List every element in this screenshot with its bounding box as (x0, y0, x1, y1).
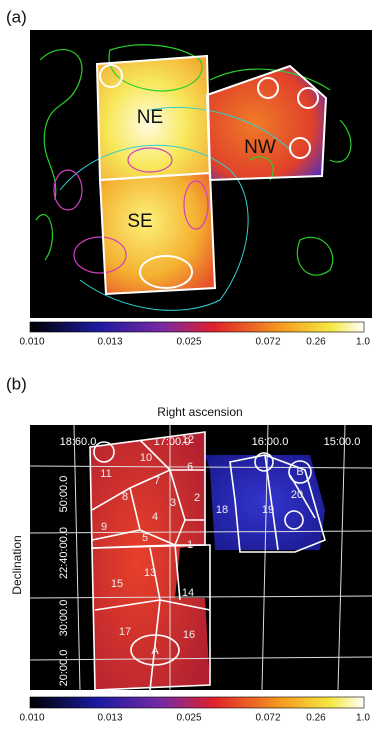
region-label: 8 (122, 491, 128, 503)
colorbar-tick-label: 0.010 (19, 713, 44, 724)
region-label: 9 (101, 521, 107, 533)
region-label: NW (244, 137, 276, 158)
axis-title: Right ascension (157, 405, 242, 419)
region-label: 6 (187, 461, 193, 473)
region-label: 2 (194, 492, 200, 504)
region-label: 7 (154, 475, 160, 487)
region-label: 20 (291, 489, 303, 501)
region-label: 3 (170, 497, 176, 509)
se-field (100, 173, 215, 294)
red-field (90, 432, 210, 690)
colorbar-tick-label: 0.26 (306, 337, 326, 348)
region-label: 15 (111, 578, 123, 590)
colorbar-tick-label: 0.072 (255, 337, 280, 348)
region-label: 4 (152, 511, 158, 523)
colorbar-tick-label: 1.0 (356, 337, 370, 348)
region-label: 19 (262, 504, 274, 516)
region-label: 16 (183, 629, 195, 641)
panel-label: (a) (6, 7, 27, 26)
colorbar-tick-label: 0.025 (176, 337, 201, 348)
region-label: 10 (140, 452, 152, 464)
region-label: B (296, 466, 303, 478)
blue-field (205, 455, 325, 550)
ra-tick-label: 18:60.0 (60, 436, 97, 448)
region-label: NE (137, 107, 163, 128)
colorbar (29, 321, 365, 333)
ra-tick-label: 15:00.0 (324, 436, 361, 448)
nw-field (207, 66, 326, 180)
colorbar-tick-label: 0.26 (306, 713, 326, 724)
region-label: 5 (142, 532, 148, 544)
field-outlines (95, 54, 328, 296)
region-label: SE (127, 211, 152, 232)
colorbar-tick-label: 0.025 (176, 713, 201, 724)
ra-tick-label: 17:00.0 (154, 436, 191, 448)
dec-tick-label: 20:00.0 (58, 650, 70, 687)
colorbar-tick-label: 0.013 (97, 337, 122, 348)
region-label: 12 (182, 434, 194, 446)
contours-cyan (59, 106, 291, 311)
region-outlines (89, 431, 326, 691)
colorbar-tick-label: 0.072 (255, 713, 280, 724)
panel-label: (b) (6, 374, 27, 393)
dec-tick-label: 30:00.0 (58, 600, 70, 637)
region-label: A (151, 645, 159, 657)
region-label: 17 (119, 626, 131, 638)
dec-tick-label: 50:00.0 (58, 476, 70, 513)
region-label: 1 (187, 539, 193, 551)
colorbar-tick-label: 0.010 (19, 337, 44, 348)
region-label: 11 (100, 468, 111, 480)
axis-title: Declination (10, 535, 24, 594)
contours-magenta (53, 147, 209, 274)
region-label: 13 (144, 567, 156, 579)
ra-tick-label: 16:00.0 (252, 436, 289, 448)
contours-green (35, 44, 352, 276)
region-label: 14 (182, 587, 194, 599)
dec-tick-label: 22:40:00.0 (58, 527, 70, 579)
colorbar-tick-label: 1.0 (356, 713, 370, 724)
colorbar (29, 696, 365, 709)
region-label: 18 (216, 504, 228, 516)
colorbar-tick-label: 0.013 (97, 713, 122, 724)
